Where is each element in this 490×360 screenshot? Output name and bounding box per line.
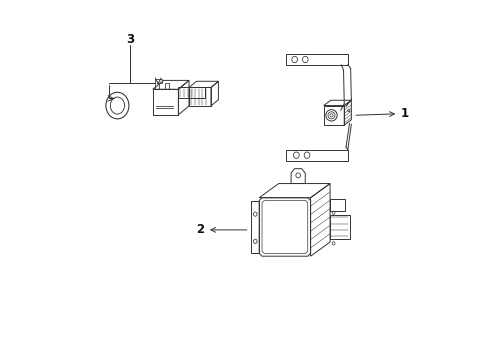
- Text: 2: 2: [196, 224, 247, 237]
- Text: 1: 1: [356, 107, 409, 120]
- Text: 3: 3: [126, 33, 134, 46]
